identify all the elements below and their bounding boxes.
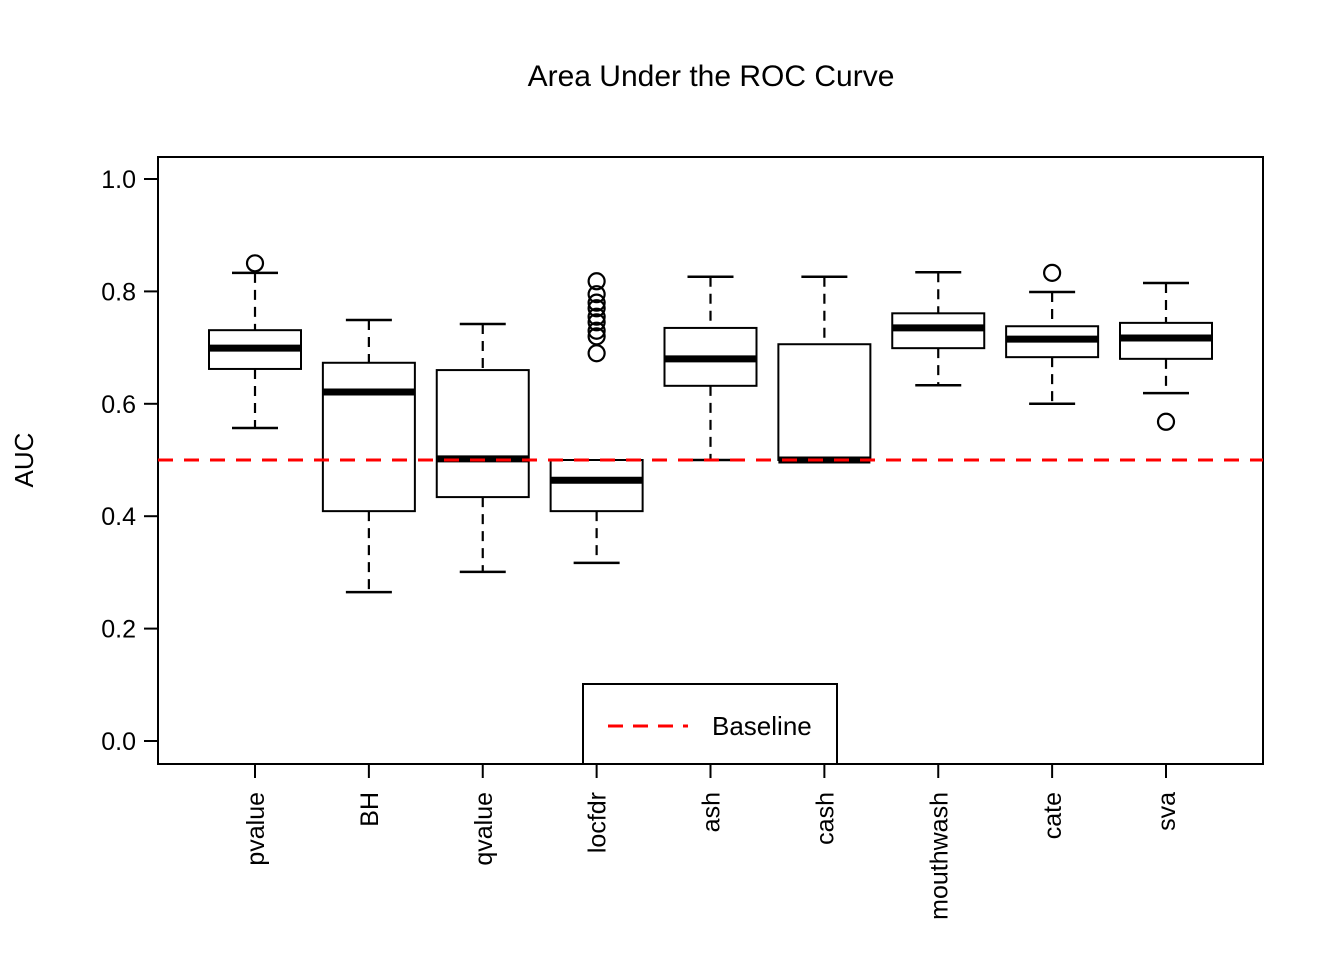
iqr-box	[777, 343, 872, 461]
y-tick-label: 0.0	[101, 728, 136, 756]
x-tick-label-qvalue: qvalue	[470, 792, 498, 866]
boxplot-BH	[321, 318, 416, 594]
x-tick-label-locfdr: locfdr	[584, 792, 612, 853]
iqr-box	[435, 369, 530, 499]
x-tick-label-cate: cate	[1039, 792, 1067, 839]
boxplot-locfdr	[549, 272, 644, 565]
x-tick-label-ash: ash	[698, 792, 726, 832]
x-tick-label-pvalue: pvalue	[242, 792, 270, 866]
outlier-point	[587, 299, 606, 318]
y-axis-label: AUC	[9, 433, 39, 488]
outlier-point	[587, 285, 606, 304]
outlier-point	[587, 344, 606, 363]
boxplot-cate	[1005, 263, 1100, 406]
boxplot-sva	[1119, 281, 1213, 431]
y-tick-label: 0.4	[101, 503, 136, 531]
iqr-box	[549, 459, 644, 513]
outlier-point	[587, 327, 606, 346]
x-tick-label-BH: BH	[356, 792, 384, 827]
boxplot-ash	[663, 275, 758, 462]
y-tick-label: 1.0	[101, 166, 136, 194]
outlier-point	[1156, 412, 1176, 431]
legend-box	[582, 683, 838, 765]
outlier-point	[587, 293, 606, 312]
outlier-point	[587, 313, 606, 332]
outlier-point	[587, 307, 606, 326]
y-tick-label: 0.2	[101, 616, 136, 644]
boxplot-mouthwash	[891, 271, 986, 387]
boxplot-qvalue	[435, 322, 530, 574]
y-tick-label: 0.6	[101, 391, 136, 419]
outlier-point	[587, 321, 606, 340]
outlier-point	[245, 254, 265, 273]
outlier-point	[1043, 263, 1062, 282]
y-tick-label: 0.8	[101, 278, 136, 306]
plot-content: 0.0 0.2 0.4 0.6 0.8 1.0 pvalue BH qvalue locfdr as…	[101, 166, 1213, 920]
iqr-box	[321, 361, 416, 513]
boxplot-pvalue	[208, 254, 302, 430]
x-tick-label-mouthwash: mouthwash	[925, 792, 953, 920]
x-tick-label-cash: cash	[811, 792, 839, 845]
x-tick-label-sva: sva	[1153, 792, 1181, 831]
outlier-point	[587, 272, 606, 291]
legend: Baseline	[582, 683, 838, 765]
legend-label: Baseline	[712, 711, 812, 741]
boxplot-cash	[777, 275, 872, 464]
chart-title: Area Under the ROC Curve	[528, 60, 895, 93]
